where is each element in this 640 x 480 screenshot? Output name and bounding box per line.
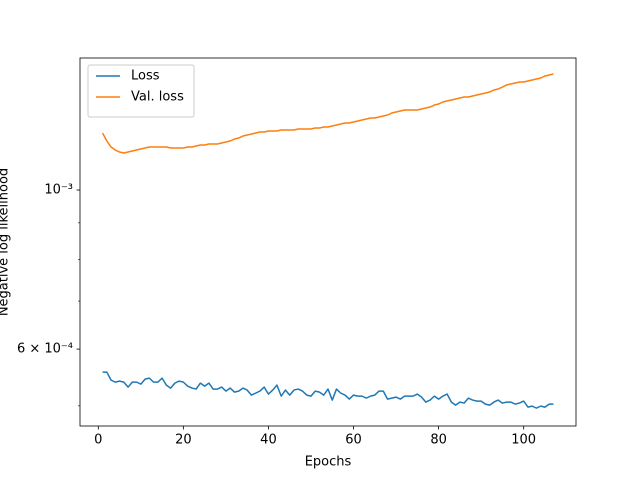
y-axis-label: Negative log likelihood <box>0 168 12 316</box>
y-tick-label: 6 × 10⁻⁴ <box>17 342 73 357</box>
x-tick-label: 100 <box>511 433 536 448</box>
x-tick-label: 20 <box>175 433 192 448</box>
x-tick-label: 60 <box>345 433 362 448</box>
x-tick-label: 0 <box>94 433 102 448</box>
legend-box <box>87 64 195 118</box>
x-axis-label: Epochs <box>305 455 352 470</box>
legend-label: Val. loss <box>131 90 184 105</box>
legend-label: Loss <box>131 69 160 84</box>
plot-frame <box>79 57 577 427</box>
x-tick-label: 80 <box>430 433 447 448</box>
y-tick-label: 10⁻³ <box>44 183 73 198</box>
x-tick-label: 40 <box>260 433 277 448</box>
line-series <box>102 371 554 409</box>
line-series <box>101 73 554 154</box>
